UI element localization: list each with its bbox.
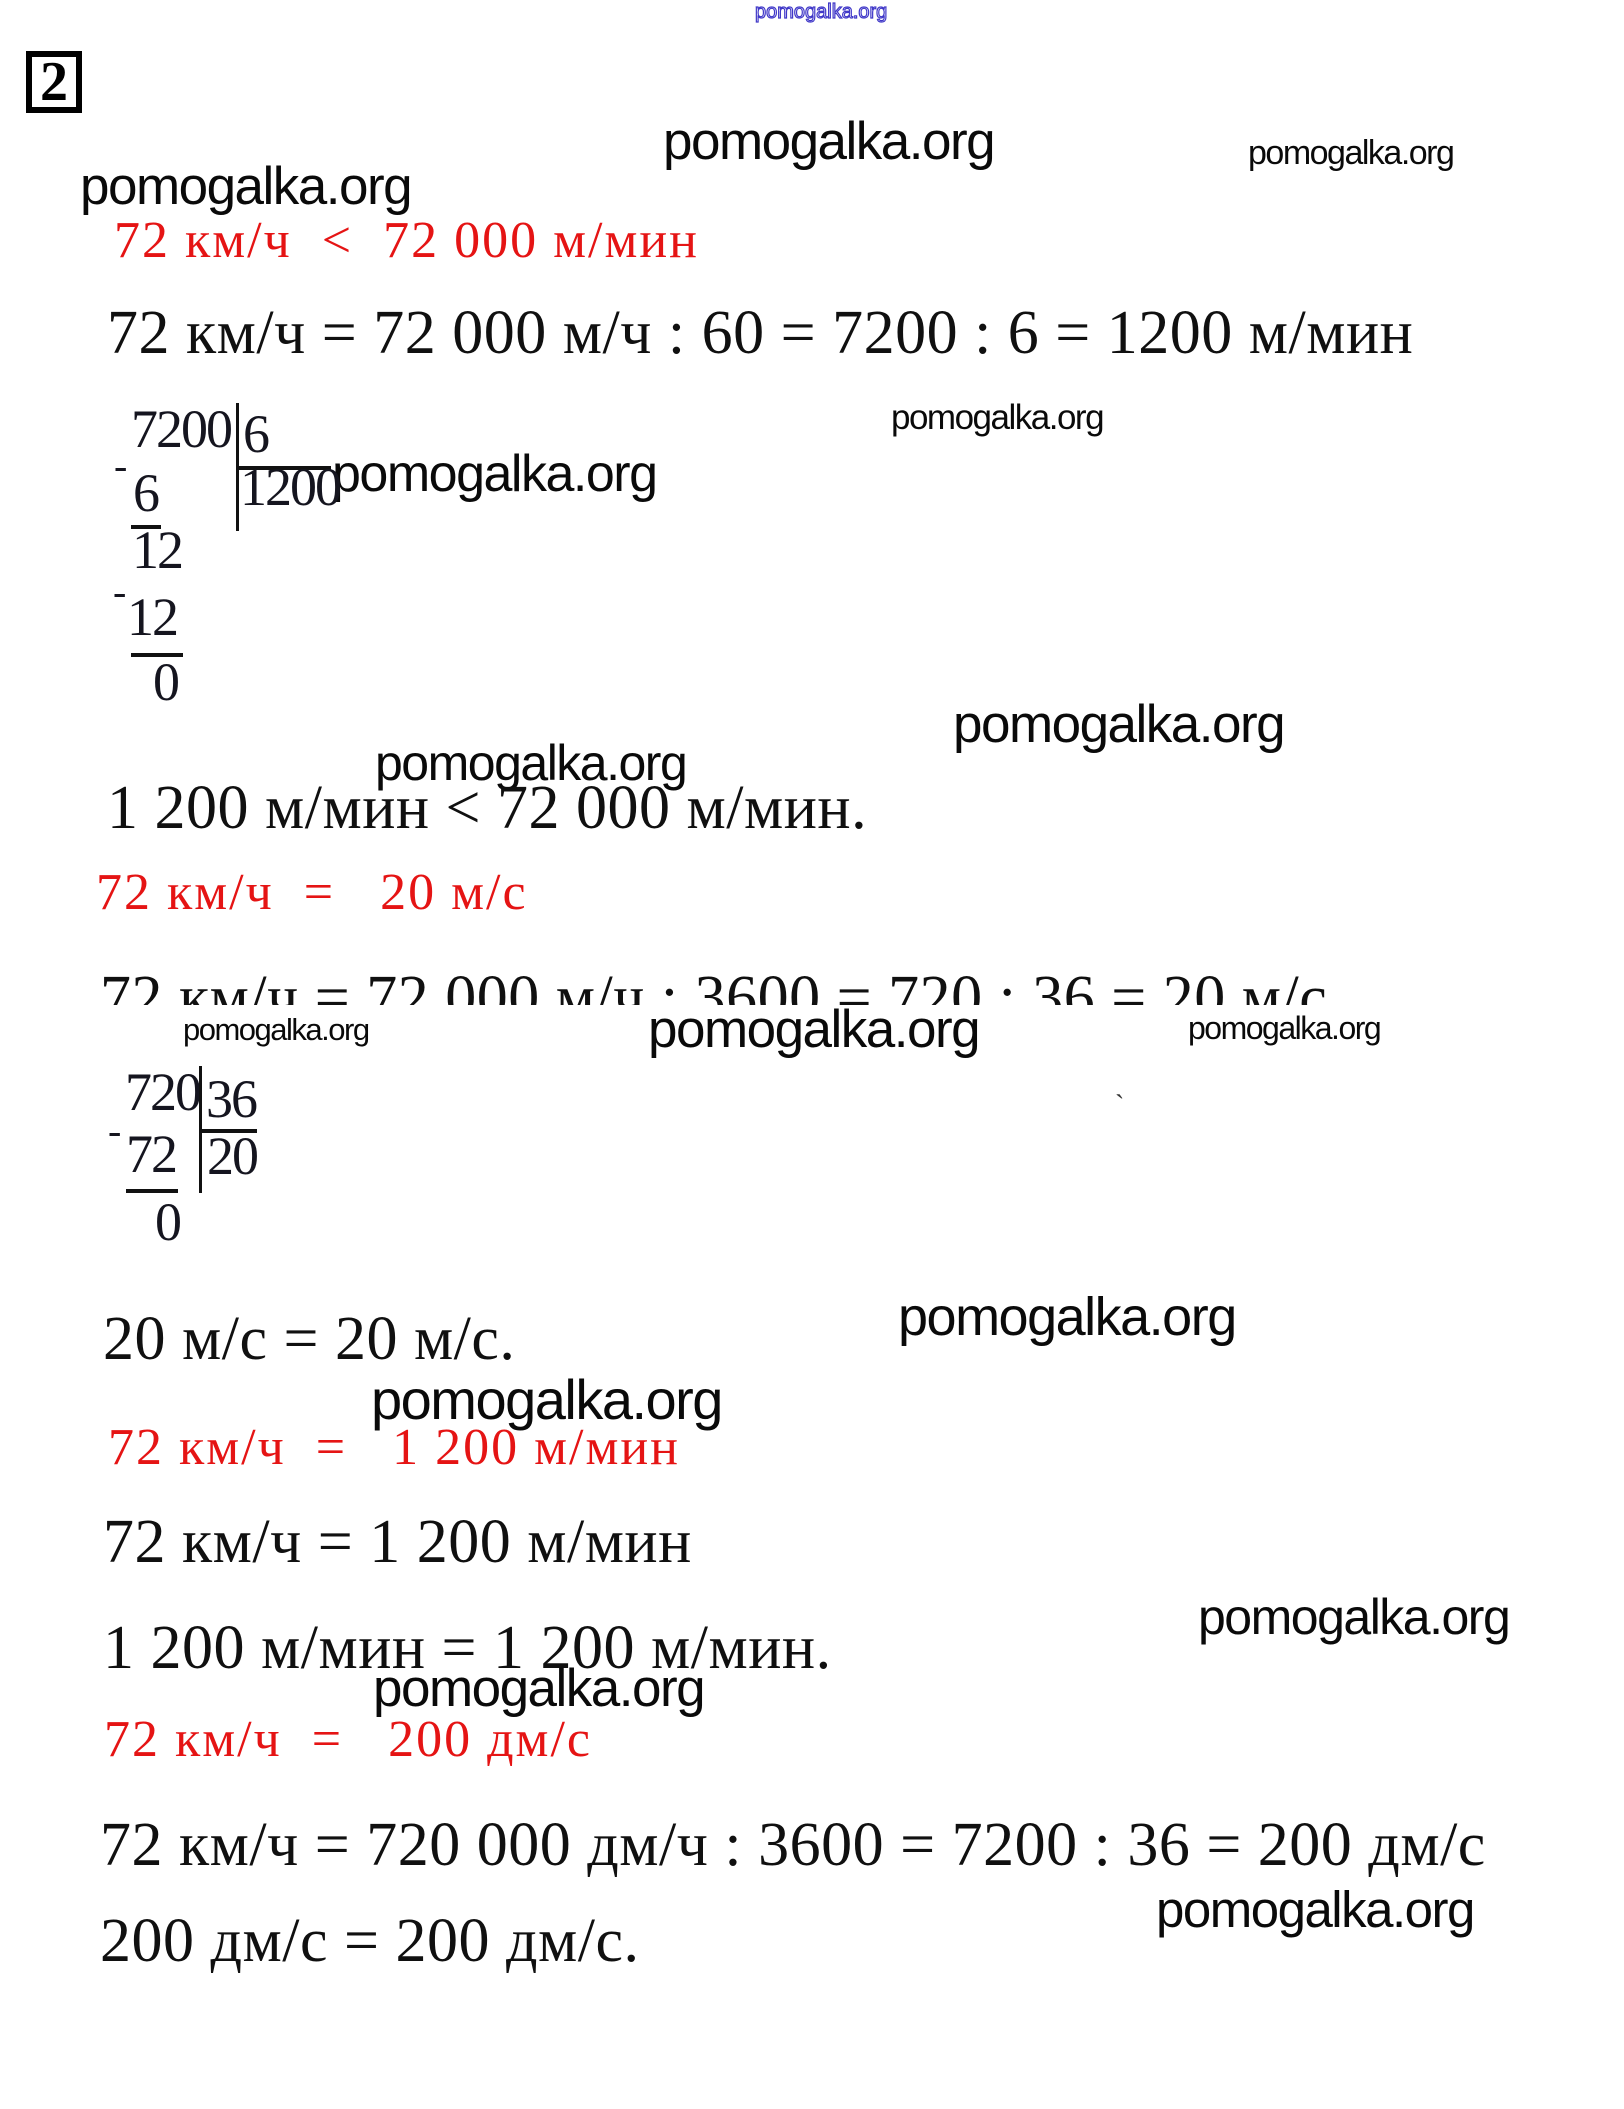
division2-remainder: 0 — [155, 1192, 182, 1252]
watermark-right-6: pomogalka.org — [1156, 1881, 1475, 1938]
division1-underline-2 — [131, 653, 183, 657]
statement-m-s-check: 20 м/с = 20 м/с. — [103, 1305, 516, 1373]
problem-number: 2 — [40, 51, 68, 113]
statement-m-s-red: 72 км/ч = 20 м/с — [96, 864, 528, 921]
watermark-right-4: pomogalka.org — [898, 1287, 1237, 1347]
watermark-band-center: pomogalka.org — [648, 1000, 981, 1059]
watermark-band-left: pomogalka.org — [183, 1012, 370, 1047]
statement-compare-m-min-red: 72 км/ч < 72 000 м/мин — [114, 212, 700, 269]
watermark-right-3: pomogalka.org — [953, 695, 1286, 754]
division1-minus-1: - — [114, 443, 128, 488]
division1-quotient-line — [236, 466, 331, 470]
division1-divisor: 6 — [243, 404, 270, 464]
division1-quotient: 1200 — [240, 457, 342, 517]
division1-subtrahend-2: 12 — [127, 587, 179, 647]
statement-m-min-red: 72 км/ч = 1 200 м/мин — [108, 1419, 681, 1476]
watermark-band — [85, 1005, 1575, 1065]
watermark-band-right: pomogalka.org — [1188, 1010, 1382, 1046]
watermark-left-1: pomogalka.org — [80, 157, 413, 216]
watermark-mid-division1: pomogalka.org — [332, 445, 658, 503]
watermark-center-3: pomogalka.org — [371, 1368, 723, 1431]
division1-subtrahend-1: 6 — [133, 463, 160, 523]
division1-underline-1 — [131, 525, 161, 529]
division2-subtrahend: 72 — [126, 1124, 178, 1184]
statement-convert-dm-s: 72 км/ч = 720 000 дм/ч : 3600 = 7200 : 3… — [100, 1811, 1486, 1879]
division2-minus: - — [108, 1108, 122, 1153]
division2-quotient: 20 — [207, 1126, 259, 1186]
watermark-right-5: pomogalka.org — [1198, 1589, 1511, 1645]
division1-minus-2: - — [113, 569, 127, 614]
watermark-center-4: pomogalka.org — [373, 1659, 706, 1718]
division2-dividend: 720 — [125, 1062, 202, 1122]
division1-dividend: 7200 — [131, 399, 233, 459]
division1-remainder-2: 0 — [153, 652, 180, 712]
watermark-center-2: pomogalka.org — [375, 735, 688, 791]
statement-m-min-result: 72 км/ч = 1 200 м/мин — [103, 1508, 692, 1576]
division1-remainder-1: 12 — [132, 520, 184, 580]
watermark-center-1: pomogalka.org — [663, 112, 996, 171]
watermark-right-1: pomogalka.org — [1248, 134, 1455, 172]
statement-dm-s-check: 200 дм/с = 200 дм/с. — [100, 1907, 640, 1975]
statement-compare-result-m-min: 1 200 м/мин < 72 000 м/мин. — [107, 774, 868, 842]
division2-underline — [126, 1189, 178, 1193]
watermark-right-2: pomogalka.org — [891, 398, 1105, 437]
division2-divisor: 36 — [206, 1069, 258, 1129]
division2-quotient-line — [199, 1129, 257, 1133]
statement-convert-m-min: 72 км/ч = 72 000 м/ч : 60 = 7200 : 6 = 1… — [107, 299, 1414, 367]
statement-m-min-check: 1 200 м/мин = 1 200 м/мин. — [103, 1614, 832, 1682]
stray-mark: ` — [1115, 1090, 1125, 1121]
problem-number-box: 2 — [26, 51, 82, 113]
statement-dm-s-red: 72 км/ч = 200 дм/с — [104, 1711, 592, 1768]
watermark-top-blue: pomogalka.org — [754, 1, 888, 23]
